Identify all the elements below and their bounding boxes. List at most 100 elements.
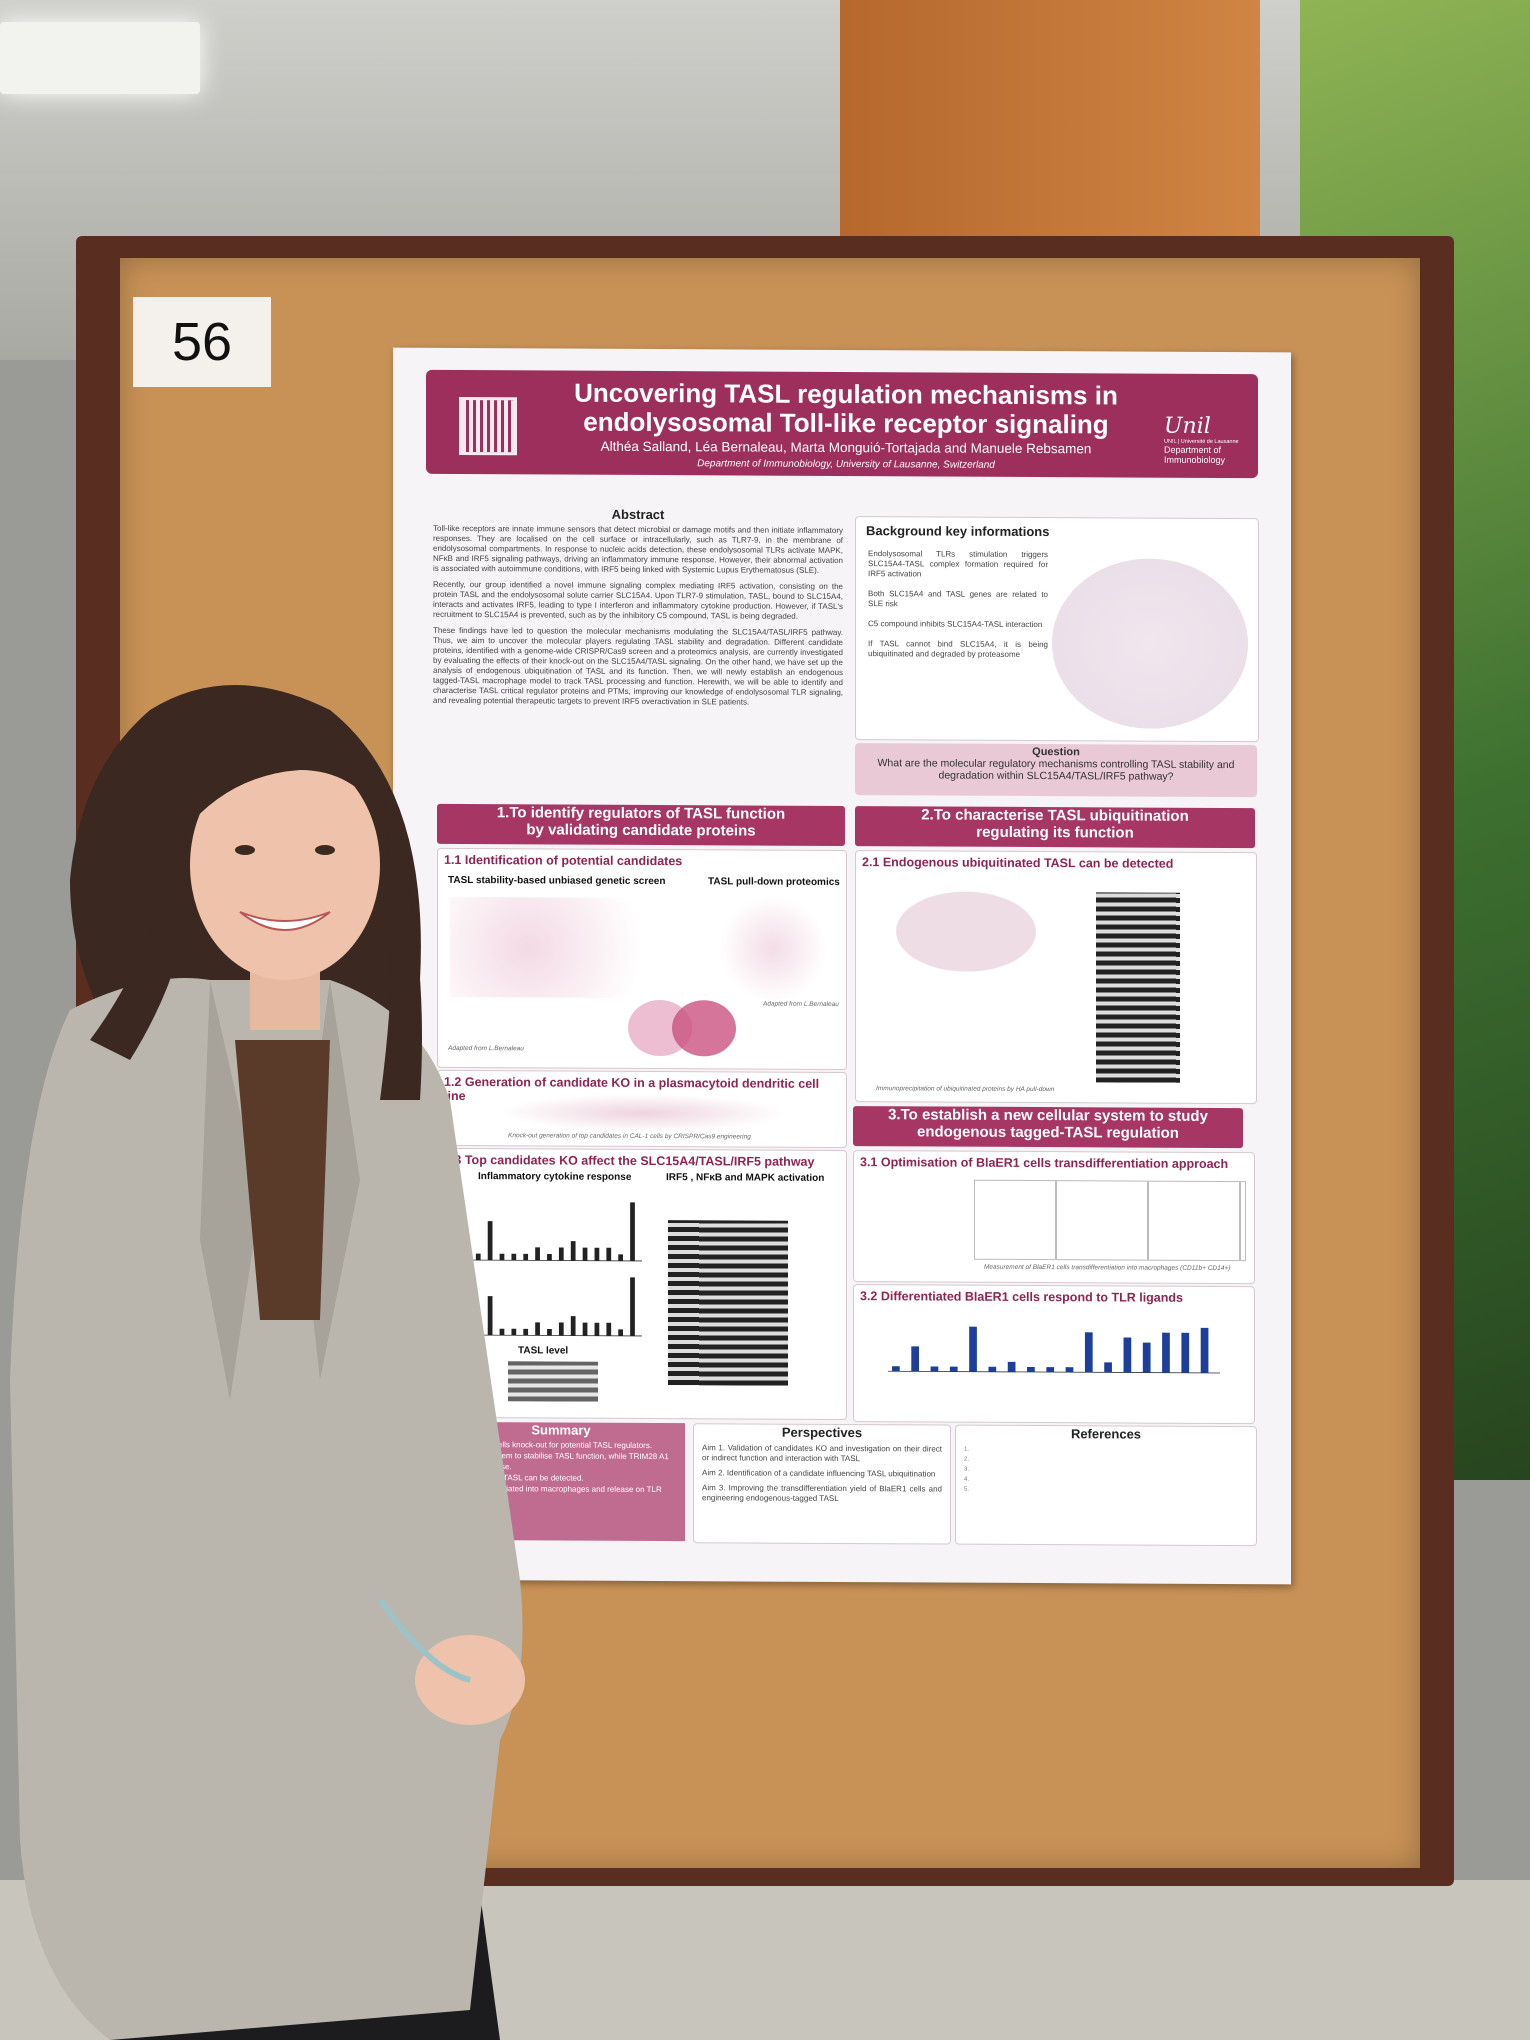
ceiling-light [0,22,200,94]
section-3-1-title: 3.1 Optimisation of BlaER1 cells transdi… [860,1155,1229,1172]
references-title: References [1070,1426,1142,1442]
abstract-title: Abstract [611,506,665,523]
abstract-paragraph-1: Toll-like receptors are innate immune se… [433,523,843,575]
chart-bar [523,1253,529,1261]
venn-diagram [628,999,738,1061]
aim3-header: 3.To establish a new cellular system to … [853,1106,1243,1149]
abstract-paragraph-2: Recently, our group identified a novel i… [433,579,843,621]
chart-bar [558,1247,564,1261]
facs-plots [974,1179,1246,1262]
unil-logo: Unil UNIL | Université de Lausanne Depar… [1164,414,1254,465]
proteomics-diagram [708,898,838,999]
chart-bar [499,1328,505,1336]
perspective-item: Aim 3. Improving the transdifferentiatio… [702,1483,942,1503]
chart-bar [630,1202,635,1261]
background-list: Endolysosomal TLRs stimulation triggers … [868,549,1048,660]
ubiquitination-diagram [896,891,1036,973]
background-panel: Background key informations Endolysosoma… [855,516,1259,743]
research-poster: Uncovering TASL regulation mechanisms in… [393,347,1291,1585]
chart-bar [1104,1362,1112,1373]
presenter-person [10,685,525,2040]
chart-bar [1065,1367,1074,1373]
title-banner: Uncovering TASL regulation mechanisms in… [426,369,1258,479]
chart-bar [487,1221,493,1261]
pathway-diagram [1052,558,1248,730]
chart-bar [618,1254,624,1261]
chart-bar [511,1328,517,1336]
section-2-1: 2.1 Endogenous ubiquitinated TASL can be… [855,850,1257,1105]
chart-bar [582,1322,588,1336]
chart-bar [547,1328,552,1336]
chart-bar [511,1253,517,1261]
poster-title-line2: endolysosomal Toll-like receptor signali… [583,406,1109,440]
aim2-line2: regulating its function [976,823,1134,842]
chart-bar [1181,1332,1190,1373]
proteomics-title: TASL pull-down proteomics [708,876,840,888]
aim2-header: 2.To characterise TASL ubiquitination re… [855,806,1255,849]
chart-bar [1084,1332,1093,1373]
question-text: What are the molecular regulatory mechan… [877,757,1235,783]
chart-bar [630,1277,635,1336]
background-title: Background key informations [866,523,1050,540]
chart-bar [535,1247,540,1261]
perspectives-list: Aim 1. Validation of candidates KO and i… [694,1439,950,1508]
references-list: 1. 2. 3. 4. 5. [956,1441,1256,1501]
chart-bar [1027,1366,1035,1373]
perspective-item: Aim 1. Validation of candidates KO and i… [702,1443,942,1464]
chart-bar [547,1253,552,1261]
poster-affiliation: Department of Immunobiology, University … [697,458,995,471]
background-item: Endolysosomal TLRs stimulation triggers … [868,549,1048,579]
background-item: Both SLC15A4 and TASL genes are related … [868,589,1048,609]
aim3-line1: 3.To establish a new cellular system to … [888,1106,1208,1125]
section-3-1: 3.1 Optimisation of BlaER1 cells transdi… [853,1150,1255,1285]
chart-bar [949,1366,958,1372]
credit-right: Adapted from L.Bernaleau [763,1000,839,1008]
chart-bar [1046,1367,1055,1373]
chart-bar [523,1328,529,1336]
poster-title-line1: Uncovering TASL regulation mechanisms in [574,377,1118,411]
chart-bar [594,1247,600,1261]
chart-bar [606,1322,612,1336]
section-1-3: 1.3 Top candidates KO affect the SLC15A4… [437,1147,847,1421]
perspective-item: Aim 2. Identification of a candidate inf… [702,1468,936,1479]
chart-bar [1123,1337,1132,1373]
chart-bar [558,1322,564,1336]
perspectives-title: Perspectives [781,1424,863,1441]
board-number-card: 56 [133,297,271,387]
chart-bar [1162,1332,1170,1373]
irf5-title: IRF5 , NFκB and MAPK activation [666,1172,825,1184]
chart-bar [1142,1342,1151,1373]
cytokine-bar-chart [460,1202,642,1337]
western-blot-irf5 [668,1220,788,1386]
poster-title: Uncovering TASL regulation mechanisms in… [526,377,1166,440]
poster-authors: Althéa Salland, Léa Bernaleau, Marta Mon… [600,438,1092,457]
section-3-2-title: 3.2 Differentiated BlaER1 cells respond … [860,1289,1183,1305]
chart-bar [930,1366,939,1372]
section-3-2: 3.2 Differentiated BlaER1 cells respond … [853,1284,1255,1425]
chart-bar [582,1247,588,1261]
reference-item: 5. [964,1486,970,1493]
qr-code-icon [459,396,517,456]
department-logo-text: Department of Immunobiology [1164,444,1226,466]
chart-bar [594,1322,600,1336]
chart-bar [487,1296,493,1336]
chart-bar [969,1326,977,1372]
chart-bar [606,1247,612,1261]
background-item: If TASL cannot bind SLC15A4, it is being… [868,639,1048,659]
chart-bar [1007,1361,1016,1372]
chart-bar [499,1253,505,1261]
wood-wall-panel [840,0,1260,270]
chart-bar [618,1329,624,1336]
aim3-line2: endogenous tagged-TASL regulation [917,1123,1179,1142]
chart-bar [911,1346,920,1372]
unil-logo-text: Unil [1164,413,1211,439]
chart-bar [570,1241,576,1261]
background-item: C5 compound inhibits SLC15A4-TASL intera… [868,619,1043,630]
section-3-1-caption: Measurement of BlaER1 cells transdiffere… [984,1263,1231,1273]
question-box: Question What are the molecular regulato… [855,743,1257,798]
chart-bar [1200,1327,1209,1373]
western-blot-ubiquitin [1096,892,1180,1083]
chart-bar [475,1253,481,1261]
section-2-1-caption: Immunoprecipitation of ubiquitinated pro… [876,1085,1055,1094]
references-box: References 1. 2. 3. 4. 5. [955,1424,1257,1547]
